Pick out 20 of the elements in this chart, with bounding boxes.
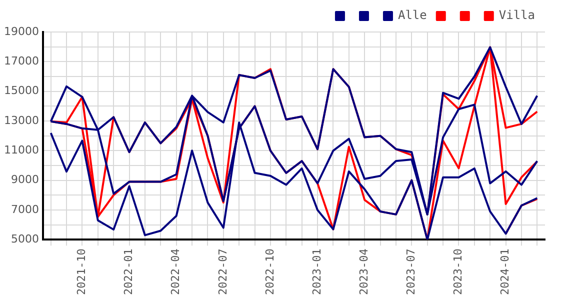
- y-tick-label: 9000: [10, 173, 39, 186]
- legend-label: Villa: [498, 8, 535, 22]
- x-tick-label: 2023-07: [404, 248, 418, 295]
- y-tick-label: 5000: [10, 232, 39, 246]
- y-tick-label: 7000: [10, 202, 39, 216]
- x-tick-label: 2021-10: [75, 248, 88, 295]
- x-tick-label: 2022-01: [122, 248, 136, 295]
- x-tick-label: 2024-01: [498, 248, 512, 295]
- legend-label: Alle: [398, 8, 427, 22]
- y-tick-label: 15000: [4, 84, 39, 98]
- y-tick-label: 17000: [4, 54, 39, 68]
- x-tick-label: 2022-04: [169, 248, 182, 295]
- x-tick-label: 2022-07: [216, 248, 230, 295]
- y-tick-label: 11000: [4, 144, 39, 157]
- y-tick-label: 13000: [4, 114, 39, 127]
- x-tick-label: 2023-10: [452, 248, 465, 295]
- y-tick-label: 19000: [4, 24, 39, 38]
- x-tick-label: 2023-04: [357, 248, 370, 295]
- x-tick-label: 2023-01: [310, 248, 324, 295]
- x-tick-label: 2022-10: [263, 248, 276, 295]
